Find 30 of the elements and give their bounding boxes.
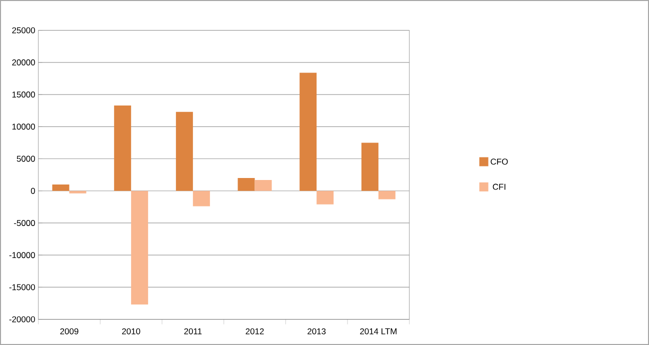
bar xyxy=(316,190,334,204)
legend-label: CFO xyxy=(490,158,508,165)
x-tick-label: 2012 xyxy=(246,328,264,334)
y-tick-label: 15000 xyxy=(12,92,35,98)
y-tick-label: 25000 xyxy=(12,27,35,34)
y-tick-label: -15000 xyxy=(9,284,35,290)
bar xyxy=(69,190,86,194)
x-tick-label: 2013 xyxy=(308,328,326,334)
bar xyxy=(378,190,396,200)
x-tick-label: 2014 LTM xyxy=(360,328,396,334)
bar xyxy=(176,112,193,191)
x-tick-label: 2009 xyxy=(60,328,78,334)
bar xyxy=(192,190,210,206)
y-tick-label: 20000 xyxy=(12,59,35,66)
bar xyxy=(361,142,378,191)
bar xyxy=(300,72,317,191)
y-tick-label: 10000 xyxy=(12,124,35,130)
y-tick-label: 0 xyxy=(30,188,35,194)
bar xyxy=(52,184,70,191)
y-tick-label: 5000 xyxy=(16,156,35,162)
legend-label: CFI xyxy=(492,184,506,190)
y-tick-label: -10000 xyxy=(9,252,35,258)
x-tick-label: 2010 xyxy=(122,328,140,334)
y-tick-label: -5000 xyxy=(14,220,35,226)
y-tick-label: -20000 xyxy=(9,316,35,322)
bar xyxy=(254,180,272,191)
x-tick-label: 2011 xyxy=(184,328,202,334)
bar xyxy=(114,105,132,191)
bar xyxy=(238,178,255,191)
bar xyxy=(131,190,148,305)
